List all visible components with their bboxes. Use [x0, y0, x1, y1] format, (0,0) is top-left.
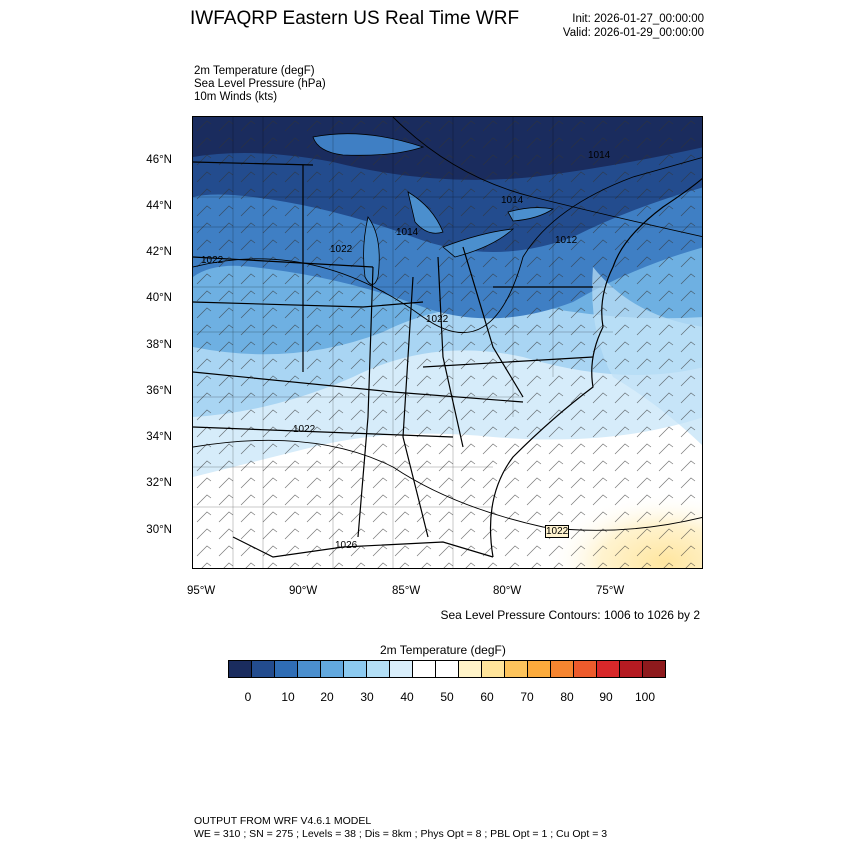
lat-label: 30°N — [146, 524, 172, 536]
colorbar-swatch — [482, 661, 505, 677]
map-canvas — [193, 117, 702, 568]
lon-label: 90°W — [289, 585, 318, 597]
pressure-label: 1022 — [293, 424, 316, 435]
lon-label: 85°W — [392, 585, 421, 597]
field-label-temperature: 2m Temperature (degF) — [194, 65, 315, 77]
pressure-label: 1026 — [335, 540, 358, 551]
colorbar-swatch — [643, 661, 665, 677]
colorbar-swatch — [620, 661, 643, 677]
valid-time: Valid: 2026-01-29_00:00:00 — [562, 27, 704, 39]
init-time: Init: 2026-01-27_00:00:00 — [572, 13, 704, 25]
plot-title: IWFAQRP Eastern US Real Time WRF — [190, 8, 520, 29]
colorbar-label: 80 — [560, 690, 574, 704]
colorbar-label: 40 — [400, 690, 414, 704]
lat-label: 32°N — [146, 477, 172, 489]
colorbar-label: 90 — [599, 690, 613, 704]
pressure-label: 1012 — [555, 235, 578, 246]
colorbar-swatch — [344, 661, 367, 677]
colorbar-label: 20 — [320, 690, 334, 704]
lon-label: 95°W — [187, 585, 216, 597]
pressure-label: 1022 — [545, 525, 570, 538]
pressure-label: 1014 — [501, 195, 524, 206]
colorbar-label: 30 — [360, 690, 374, 704]
pressure-label: 1022 — [330, 244, 353, 255]
colorbar-swatch — [436, 661, 459, 677]
colorbar — [228, 660, 666, 678]
colorbar-label: 0 — [244, 690, 252, 704]
lat-label: 44°N — [146, 200, 172, 212]
contour-note: Sea Level Pressure Contours: 1006 to 102… — [440, 608, 701, 622]
colorbar-swatch — [390, 661, 413, 677]
colorbar-swatch — [574, 661, 597, 677]
colorbar-swatch — [298, 661, 321, 677]
colorbar-swatch — [413, 661, 436, 677]
footer-config: WE = 310 ; SN = 275 ; Levels = 38 ; Dis … — [194, 828, 608, 840]
colorbar-swatch — [367, 661, 390, 677]
colorbar-swatch — [505, 661, 528, 677]
colorbar-swatch — [459, 661, 482, 677]
lat-label: 34°N — [146, 431, 172, 443]
colorbar-swatch — [528, 661, 551, 677]
colorbar-label: 60 — [480, 690, 494, 704]
colorbar-swatch — [597, 661, 620, 677]
lon-label: 80°W — [493, 585, 522, 597]
lat-label: 46°N — [146, 154, 172, 166]
colorbar-swatch — [275, 661, 298, 677]
colorbar-swatch — [229, 661, 252, 677]
field-label-winds: 10m Winds (kts) — [194, 91, 278, 103]
field-label-pressure: Sea Level Pressure (hPa) — [194, 78, 326, 90]
lat-label: 40°N — [146, 292, 172, 304]
colorbar-label: 70 — [520, 690, 534, 704]
weather-map: 1014 1014 1014 1012 1022 1022 1022 1026 … — [192, 116, 703, 569]
colorbar-title: 2m Temperature (degF) — [380, 643, 506, 657]
lat-label: 42°N — [146, 246, 172, 258]
colorbar-swatch — [321, 661, 344, 677]
colorbar-swatch — [252, 661, 275, 677]
colorbar-label: 50 — [440, 690, 454, 704]
footer-model: OUTPUT FROM WRF V4.6.1 MODEL — [194, 815, 372, 827]
lat-label: 38°N — [146, 339, 172, 351]
colorbar-label: 100 — [634, 690, 656, 704]
lon-label: 75°W — [596, 585, 625, 597]
colorbar-label: 10 — [281, 690, 295, 704]
pressure-label: 1014 — [588, 150, 611, 161]
pressure-label: 1014 — [396, 227, 419, 238]
lat-label: 36°N — [146, 385, 172, 397]
colorbar-swatch — [551, 661, 574, 677]
pressure-label: 1022 — [201, 255, 224, 266]
pressure-label: 1022 — [426, 314, 449, 325]
